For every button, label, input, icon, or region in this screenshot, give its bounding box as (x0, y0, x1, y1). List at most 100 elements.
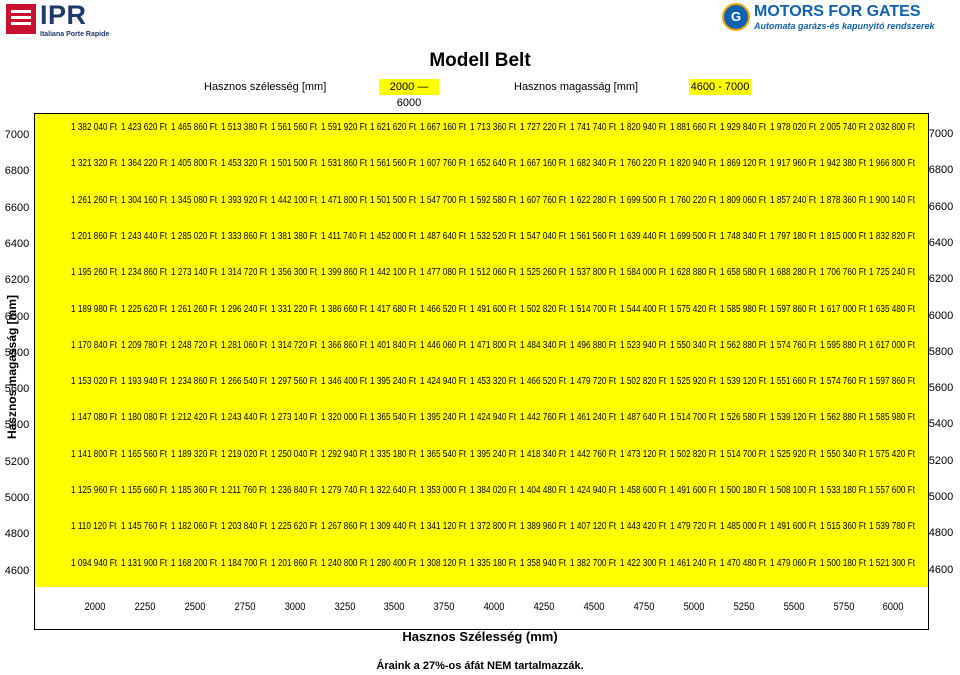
price-cell: 1 236 840 Ft (270, 484, 317, 496)
price-cell: 1 487 640 Ft (420, 229, 467, 242)
gear-badge-icon: G (722, 3, 750, 31)
row-height-label-right: 5000 (928, 491, 954, 503)
price-cell: 1 550 340 Ft (819, 447, 866, 460)
price-cell: 1 461 240 Ft (570, 411, 616, 424)
price-cell: 1 531 860 Ft (320, 157, 367, 170)
ipr-logo-text: IPR (40, 0, 87, 30)
price-cell: 1 508 100 Ft (769, 484, 816, 496)
price-cell: 1 533 180 Ft (819, 484, 866, 496)
price-cell: 1 760 220 Ft (619, 157, 666, 170)
price-cell: 1 562 880 Ft (819, 411, 866, 424)
vat-footnote: Áraink a 27%-os áfát NEM tartalmazzák. (376, 660, 584, 672)
width-range: 2000 — 6000 (379, 79, 439, 109)
price-cell: 1 929 840 Ft (719, 121, 766, 133)
price-cell: 1 628 880 Ft (669, 266, 716, 279)
price-cell: 1 622 280 Ft (570, 193, 616, 206)
height-label: Hasznos magasság [mm] (514, 81, 639, 93)
price-cell: 1 404 480 Ft (520, 484, 567, 496)
price-cell: 1 485 000 Ft (719, 520, 766, 533)
row-height-label: 6400 (4, 237, 30, 250)
price-cell: 1 491 600 Ft (470, 302, 517, 315)
price-cell: 1 532 520 Ft (470, 229, 517, 242)
price-cell: 1 243 440 Ft (220, 411, 267, 424)
price-cell: 1 500 180 Ft (819, 556, 866, 569)
price-cell: 1 470 480 Ft (719, 556, 766, 569)
width-column-label: 3000 (284, 601, 305, 613)
price-cell: 1 900 140 Ft (869, 193, 916, 206)
price-cell: 1 182 060 Ft (170, 520, 217, 533)
price-cell: 1 699 500 Ft (619, 193, 666, 206)
price-cell: 1 832 820 Ft (869, 229, 916, 242)
price-cell: 1 725 240 Ft (869, 266, 916, 279)
price-cell: 1 195 260 Ft (71, 266, 117, 279)
price-cell: 1 358 940 Ft (520, 556, 567, 569)
width-axis-row: 2000 2250 2500 2750 3000 3250 3500 3750 4000 4250… (34, 587, 929, 630)
height-range: 4600 - 7000 (689, 79, 751, 95)
motors-logo-text: MOTORS FOR GATES (754, 3, 921, 20)
price-cell: 1 562 880 Ft (719, 338, 766, 351)
width-column-label: 4250 (533, 601, 555, 613)
ipr-logo-mark (6, 4, 36, 34)
price-cell: 1 273 140 Ft (170, 266, 217, 279)
price-cell: 1 234 860 Ft (120, 266, 167, 279)
price-cell: 1 652 640 Ft (470, 157, 517, 170)
row-height-label-right: 4600 (928, 563, 954, 576)
price-cell: 1 386 660 Ft (320, 302, 367, 315)
price-cell: 1 145 760 Ft (120, 520, 167, 533)
price-cell: 1 942 380 Ft (819, 157, 866, 170)
price-cell: 1 878 360 Ft (819, 193, 866, 206)
price-cell: 1 699 500 Ft (669, 229, 716, 242)
price-cell: 1 539 120 Ft (769, 411, 816, 424)
price-cell: 1 333 860 Ft (220, 229, 267, 242)
price-cell: 1 203 840 Ft (220, 520, 267, 533)
price-cell: 2 005 740 Ft (819, 121, 866, 133)
price-cell: 1 131 900 Ft (120, 556, 167, 569)
price-cell: 1 575 420 Ft (669, 302, 716, 315)
price-cell: 1 484 340 Ft (520, 338, 567, 351)
price-cell: 1 502 820 Ft (520, 302, 567, 315)
price-cell: 1 617 000 Ft (869, 338, 916, 351)
price-cell: 1 526 580 Ft (719, 411, 766, 424)
ipr-logo-subtitle: Italiana Porte Rapide (40, 31, 110, 38)
price-cell: 1 978 020 Ft (769, 121, 816, 133)
row-height-label-right: 6400 (928, 236, 954, 249)
row-height-label: 7000 (4, 129, 30, 141)
row-height-label: 5800 (4, 346, 30, 359)
price-cell: 1 423 620 Ft (120, 121, 167, 133)
x-axis-title: Hasznos Szélesség (mm) (402, 629, 558, 644)
price-cell: 1 365 540 Ft (420, 447, 467, 460)
price-cell: 1 424 940 Ft (570, 484, 616, 496)
price-cell: 1 234 860 Ft (170, 375, 217, 388)
price-cell: 1 296 240 Ft (220, 302, 267, 315)
price-cell: 1 393 920 Ft (220, 193, 267, 206)
price-cell: 1 458 600 Ft (619, 484, 666, 496)
price-cell: 1 514 700 Ft (719, 447, 766, 460)
price-cell: 1 314 720 Ft (270, 338, 317, 351)
price-cell: 1 250 040 Ft (270, 447, 317, 460)
price-cell: 1 748 340 Ft (719, 229, 766, 242)
price-cell: 1 366 860 Ft (320, 338, 367, 351)
price-cell: 1 240 800 Ft (320, 556, 367, 569)
price-cell: 1 539 780 Ft (869, 520, 916, 533)
price-cell: 1 453 320 Ft (220, 157, 267, 170)
price-cell: 1 184 700 Ft (220, 556, 267, 569)
price-cell: 1 273 140 Ft (270, 411, 317, 424)
price-cell: 1 585 980 Ft (869, 411, 916, 424)
price-cell: 1 212 420 Ft (170, 411, 217, 424)
price-cell: 1 384 020 Ft (470, 484, 517, 496)
price-cell: 1 635 480 Ft (869, 302, 916, 315)
price-cell: 1 424 940 Ft (420, 375, 467, 388)
price-cell: 1 477 080 Ft (420, 266, 467, 279)
price-cell: 1 266 540 Ft (220, 375, 267, 388)
price-cell: 1 815 000 Ft (819, 229, 866, 242)
price-cell: 1 261 260 Ft (170, 302, 217, 315)
row-height-label-right: 7000 (928, 128, 954, 140)
row-height-label-right: 5400 (928, 418, 954, 431)
row-height-label: 4800 (4, 528, 30, 541)
price-cell: 1 760 220 Ft (669, 193, 716, 206)
price-cell: 1 189 980 Ft (71, 302, 117, 315)
price-cell: 1 561 560 Ft (270, 121, 317, 133)
price-cell: 1 110 120 Ft (71, 520, 117, 533)
price-cell: 1 491 600 Ft (669, 484, 716, 496)
price-cell: 1 473 120 Ft (619, 447, 666, 460)
